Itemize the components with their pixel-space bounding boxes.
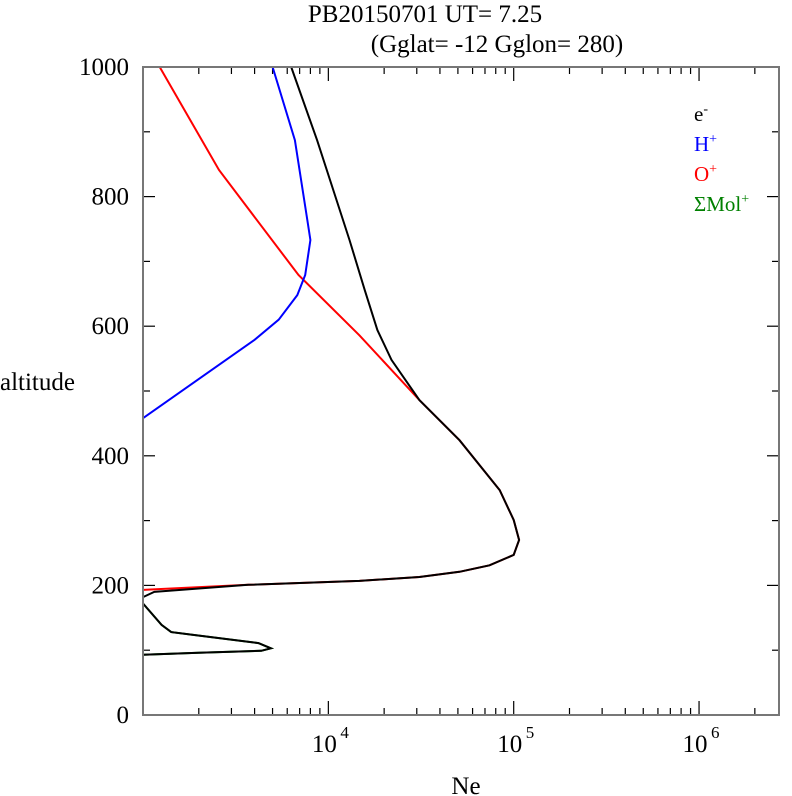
x-tick-label: 10 [312,731,337,758]
x-tick-label: 10 [497,731,522,758]
legend-superscript: - [703,102,708,117]
y-axis-label: altitude [0,369,75,396]
x-tick-exponent: 4 [340,723,349,742]
y-tick-label: 400 [92,443,130,470]
series-line-h [142,66,312,420]
series-line-e [142,66,521,656]
legend-entry: ΣMol+ [694,192,749,216]
legend: e- H+ O+ ΣMol+ [694,102,749,216]
legend-superscript: + [709,132,717,147]
y-tick-label: 200 [92,572,130,599]
series-line-o [142,66,521,591]
y-tick-label: 600 [92,313,130,340]
y-tick-label: 0 [117,702,130,729]
legend-entry: H+ [694,132,717,156]
legend-entry: e- [694,102,708,126]
x-tick-exponent: 6 [711,723,720,742]
plot-frame [142,66,780,716]
x-axis-label: Ne [451,773,480,796]
chart-title: PB20150701 UT= 7.25 [308,1,542,28]
x-tick-exponent: 5 [526,723,535,742]
series-line-mol [142,602,275,656]
y-tick-label: 1000 [79,54,129,81]
y-tick-label: 800 [92,184,130,211]
legend-superscript: + [709,162,717,177]
x-tick-label: 10 [683,731,708,758]
legend-entry: O+ [694,162,717,186]
series-lines [142,66,521,656]
legend-superscript: + [741,192,749,207]
chart-subtitle: (Gglat= -12 Gglon= 280) [371,31,623,58]
